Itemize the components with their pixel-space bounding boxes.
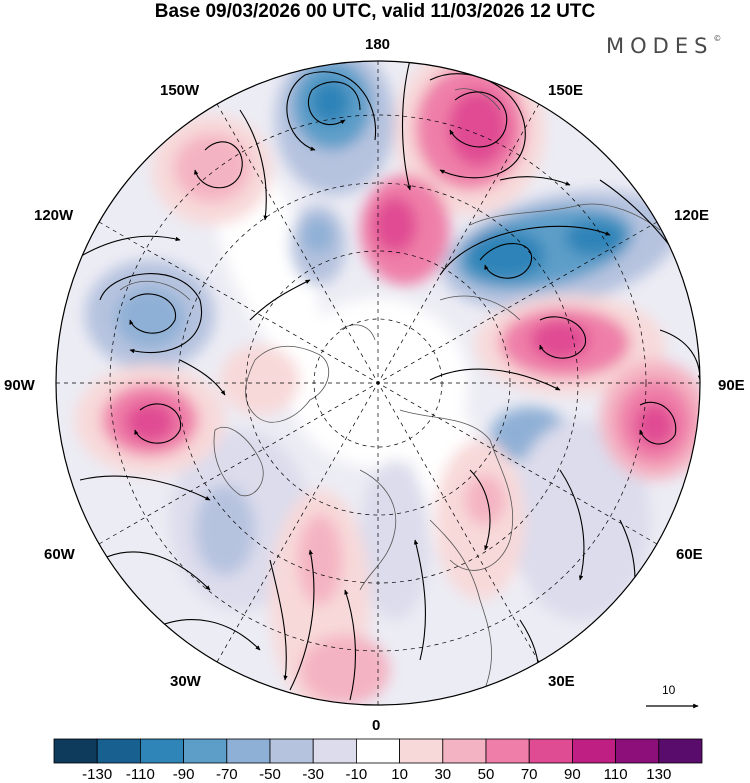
colorbar-swatch [96, 738, 141, 764]
lon-label-150w: 150W [160, 82, 200, 99]
map-boundary [55, 60, 701, 706]
colorbar-swatch [485, 738, 530, 764]
graticule [56, 61, 700, 705]
logo-text: MODES [606, 34, 714, 58]
lon-label-60w: 60W [44, 546, 75, 563]
colorbar-tick-label: -90 [172, 766, 195, 783]
anomaly-field [56, 61, 700, 705]
lon-label-120w: 120W [34, 207, 74, 224]
colorbar-swatch [226, 738, 271, 764]
lon-label-120e: 120E [674, 207, 710, 224]
modes-logo: MODES© [606, 34, 721, 58]
colorbar-swatch [442, 738, 487, 764]
lon-label-60e: 60E [676, 546, 703, 563]
colorbar-swatch [312, 738, 357, 764]
colorbar-swatch [572, 738, 617, 764]
colorbar-swatch [615, 738, 660, 764]
colorbar-tick-label: -10 [345, 766, 368, 783]
colorbar-swatch [399, 738, 444, 764]
logo-copyright-mark: © [713, 34, 722, 43]
colorbar-tick-label: 30 [434, 766, 452, 783]
colorbar-swatch [528, 738, 573, 764]
colorbar-tick-label: -130 [82, 766, 113, 783]
colorbar-tick-label: -110 [125, 766, 155, 783]
colorbar-tick-label: 10 [391, 766, 408, 783]
coastlines [119, 88, 661, 701]
colorbar-tick-label: 110 [603, 766, 628, 783]
colorbar-swatch [355, 738, 400, 764]
colorbar-tick-label: 130 [646, 766, 672, 783]
colorbar-tick-label: -50 [259, 766, 281, 783]
colorbar-swatch [139, 738, 184, 764]
lon-label-180: 180 [365, 36, 391, 53]
colorbar-tick-label: -30 [302, 766, 325, 783]
lon-label-30w: 30W [170, 673, 201, 690]
colorbar-swatch [658, 738, 703, 764]
lon-label-30e: 30E [548, 673, 575, 690]
colorbar-swatch [183, 738, 228, 764]
chart-title: Base 09/03/2026 00 UTC, valid 11/03/2026… [154, 1, 596, 22]
colorbar [53, 738, 703, 764]
lon-label-90w: 90W [4, 377, 35, 394]
colorbar-swatch [53, 738, 98, 764]
colorbar-tick-label: 50 [477, 766, 495, 783]
colorbar-swatch [269, 738, 314, 764]
lon-label-0: 0 [372, 717, 381, 734]
lon-label-90e: 90E [718, 377, 745, 394]
lon-label-150e: 150E [548, 82, 584, 99]
reference-vector-label: 10 [662, 683, 676, 697]
colorbar-tick-label: 90 [564, 766, 581, 783]
colorbar-tick-label: 70 [520, 766, 538, 783]
colorbar-tick-label: -70 [215, 766, 238, 783]
